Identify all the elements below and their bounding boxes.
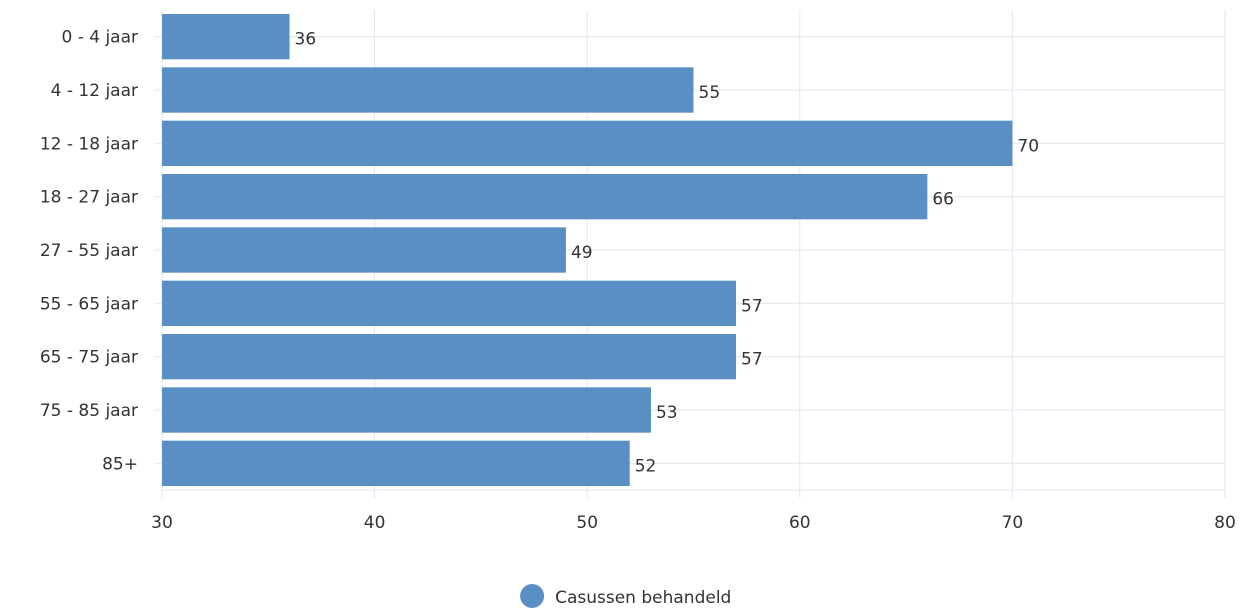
bar[interactable] [162, 227, 566, 273]
data-label: 52 [635, 456, 657, 476]
legend-label[interactable]: Casussen behandeld [555, 588, 731, 608]
axis-layer: 30 40 50 60 70 80 0 - 4 jaar 4 - 12 jaar 12 - 18… [40, 28, 1236, 533]
y-tick-label: 85+ [102, 454, 138, 474]
y-tick-label: 65 - 75 jaar [40, 348, 138, 368]
bar[interactable] [162, 387, 651, 433]
labels-layer: 36 55 70 66 49 57 57 53 52 [295, 30, 1039, 477]
y-tick-label: 75 - 85 jaar [40, 401, 138, 421]
bar[interactable] [162, 14, 290, 60]
data-label: 36 [295, 30, 317, 50]
y-tick-label: 55 - 65 jaar [40, 294, 138, 314]
bar[interactable] [162, 280, 737, 326]
data-label: 49 [571, 243, 593, 263]
y-tick-label: 4 - 12 jaar [51, 81, 138, 101]
x-tick-label: 30 [151, 513, 173, 533]
data-label: 57 [741, 296, 763, 316]
bar[interactable] [162, 174, 928, 220]
bar[interactable] [162, 120, 1013, 166]
x-tick-label: 70 [1002, 513, 1024, 533]
data-label: 66 [932, 190, 954, 210]
legend-marker[interactable] [520, 584, 545, 608]
y-tick-label: 18 - 27 jaar [40, 188, 138, 208]
x-tick-label: 50 [576, 513, 598, 533]
bars-layer [162, 14, 1013, 486]
legend[interactable]: Casussen behandeld [520, 584, 731, 608]
bar[interactable] [162, 334, 737, 380]
bar[interactable] [162, 440, 630, 486]
y-tick-label: 12 - 18 jaar [40, 134, 138, 154]
y-tick-label: 27 - 55 jaar [40, 241, 138, 261]
x-tick-label: 60 [789, 513, 811, 533]
x-tick-label: 40 [364, 513, 386, 533]
x-tick-label: 80 [1214, 513, 1236, 533]
data-label: 57 [741, 350, 763, 370]
data-label: 55 [699, 83, 721, 103]
y-tick-label: 0 - 4 jaar [61, 28, 138, 48]
data-label: 70 [1017, 136, 1039, 156]
bar[interactable] [162, 67, 694, 113]
data-label: 53 [656, 403, 678, 423]
